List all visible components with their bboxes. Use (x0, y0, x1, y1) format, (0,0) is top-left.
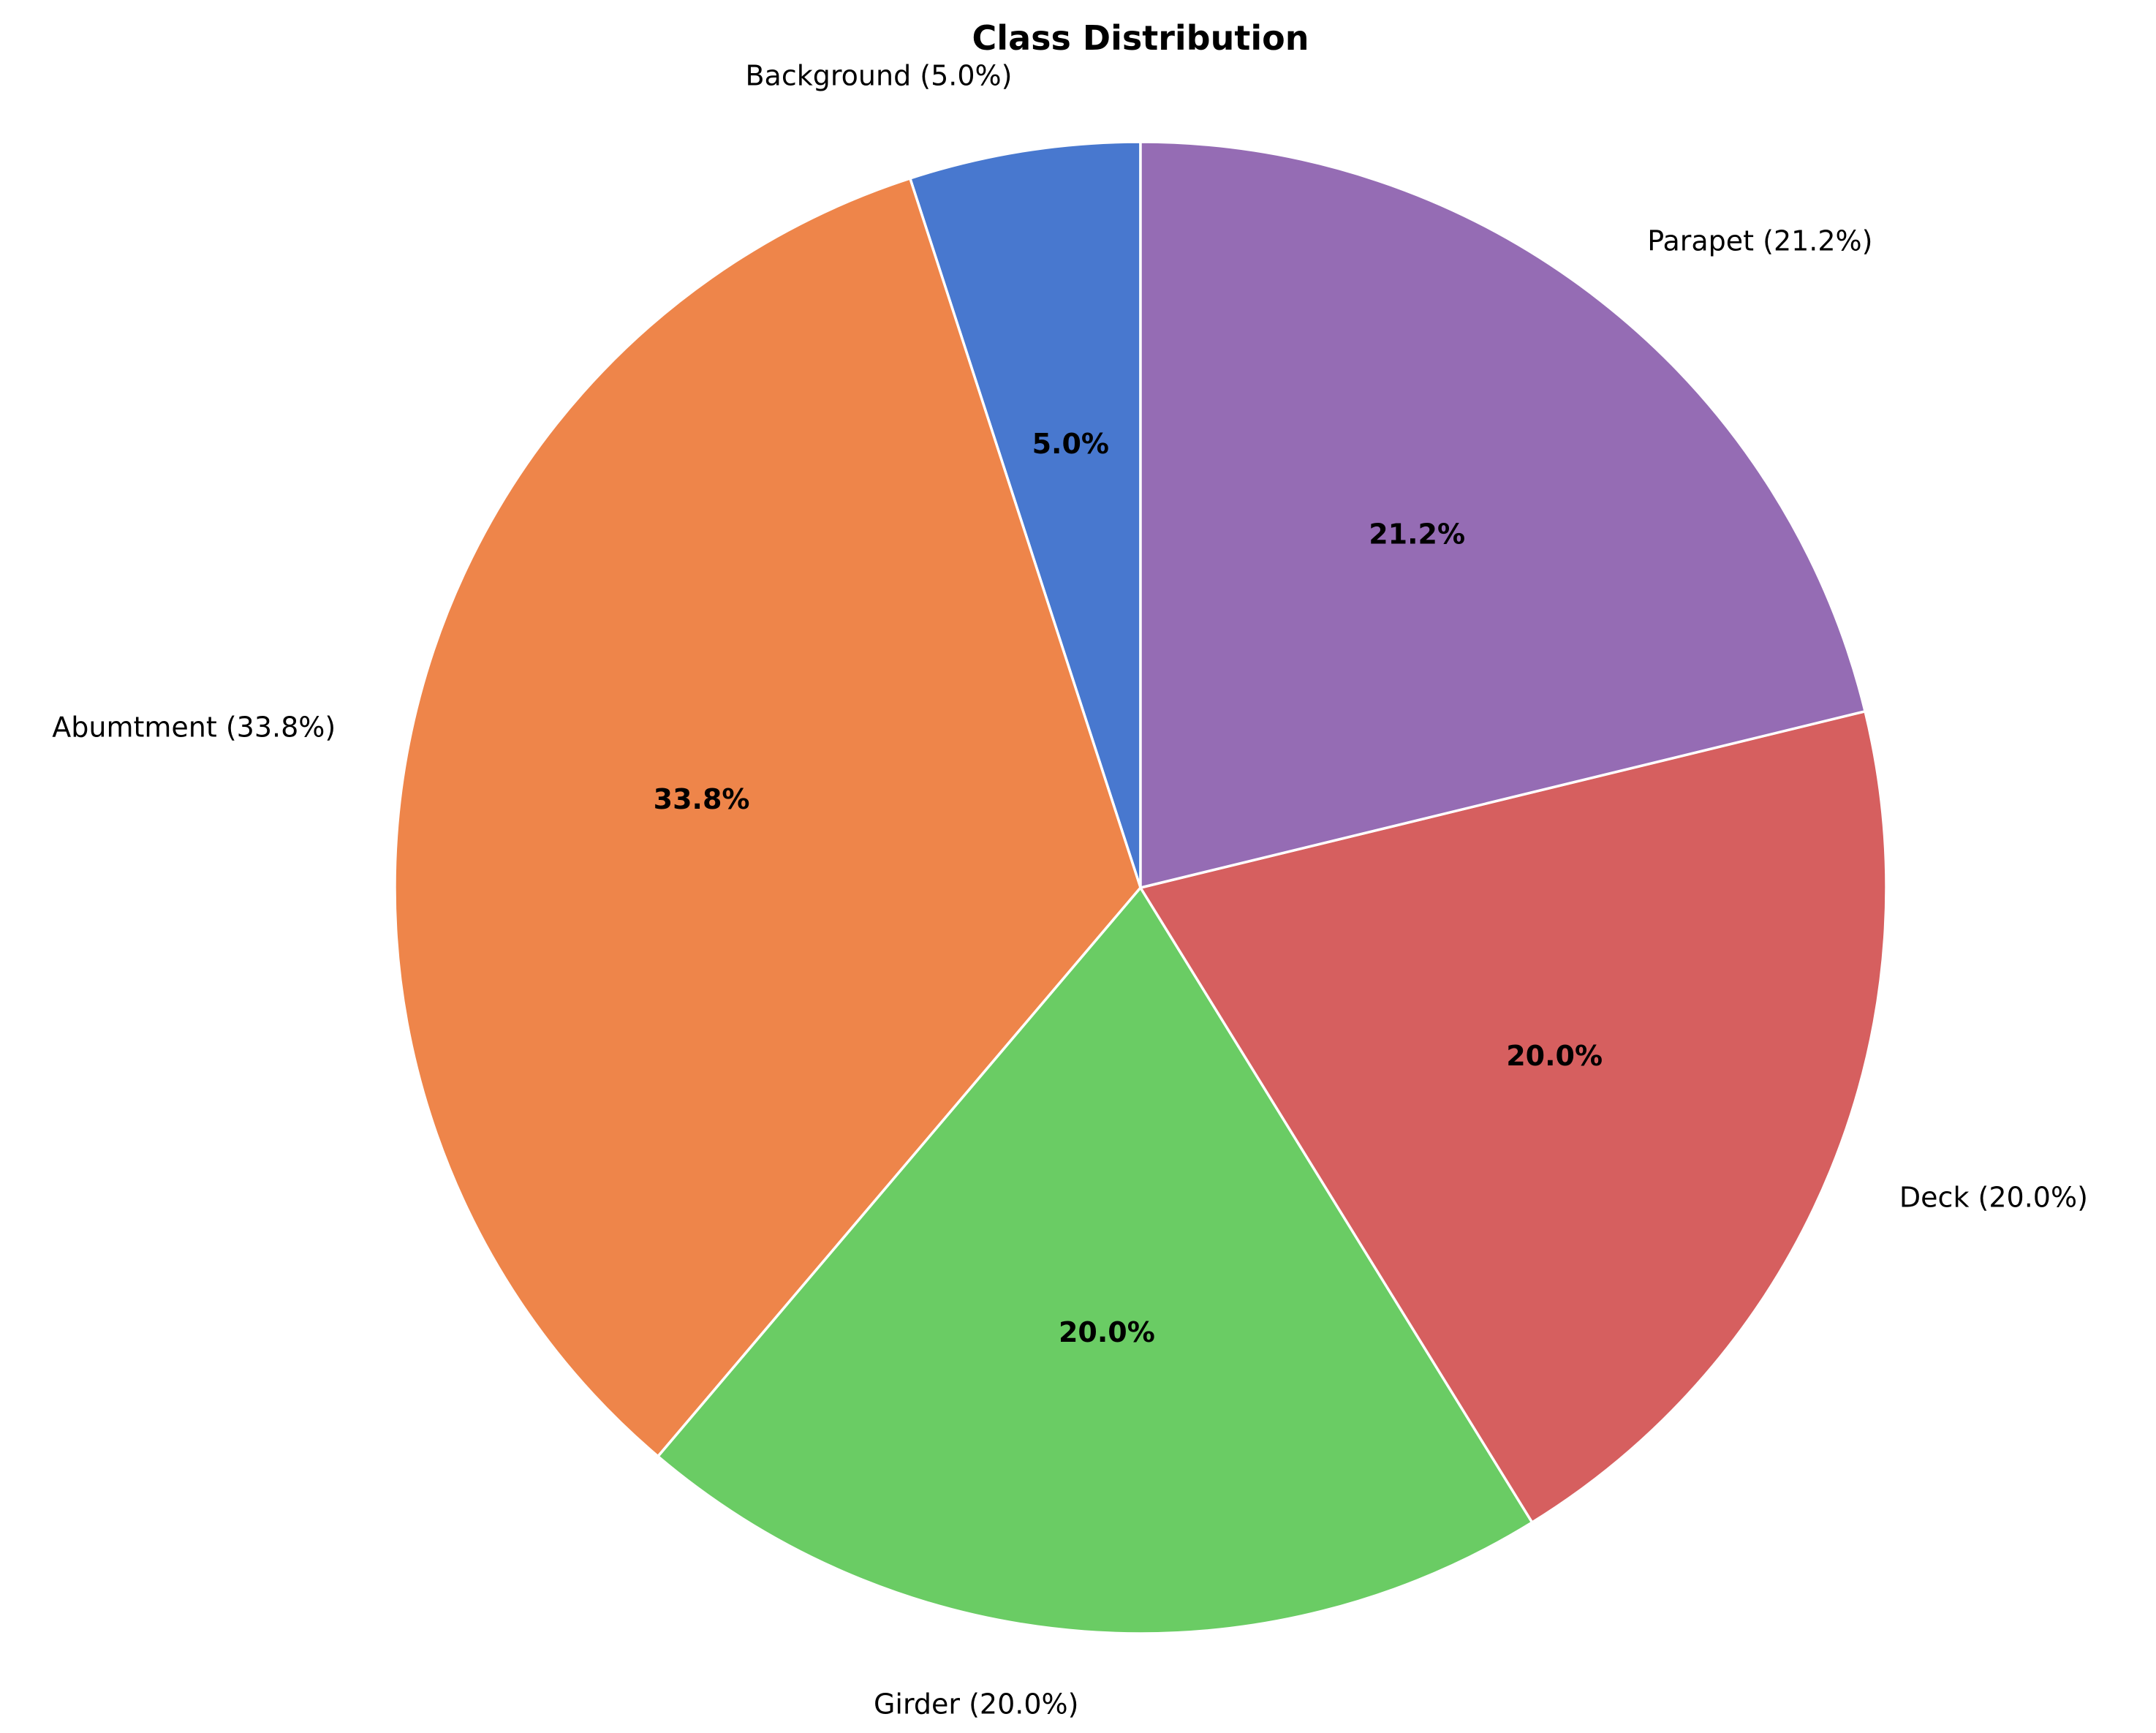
slice-percent-label-1: 33.8% (654, 783, 750, 815)
pie-slice-2 (657, 886, 1534, 1635)
slice-label-1: Abumtment (33.8%) (52, 711, 336, 743)
slice-percent-label-2: 20.0% (1059, 1316, 1155, 1348)
slice-percent-label-4: 21.2% (1369, 518, 1465, 550)
pie-slice-0 (909, 140, 1142, 889)
slice-label-0: Background (5.0%) (745, 59, 1012, 91)
slice-labels: Background (5.0%) Abumtment (33.8%) Girder… (52, 59, 2088, 1720)
slice-percent-label-0: 5.0% (1032, 428, 1109, 460)
slice-percent-labels: 5.0% 33.8% 20.0% 20.0% 21.2% (654, 428, 1603, 1348)
pie-slices (393, 140, 1888, 1635)
pie-slice-4 (1139, 140, 1866, 889)
slice-percent-label-3: 20.0% (1506, 1040, 1603, 1072)
slice-label-4: Parapet (21.2%) (1647, 224, 1872, 257)
slice-label-2: Girder (20.0%) (874, 1688, 1079, 1720)
chart-title: Class Distribution (972, 18, 1309, 58)
pie-slice-3 (1139, 710, 1888, 1524)
slice-label-3: Deck (20.0%) (1899, 1182, 2088, 1214)
pie-slice-1 (393, 177, 1142, 1458)
